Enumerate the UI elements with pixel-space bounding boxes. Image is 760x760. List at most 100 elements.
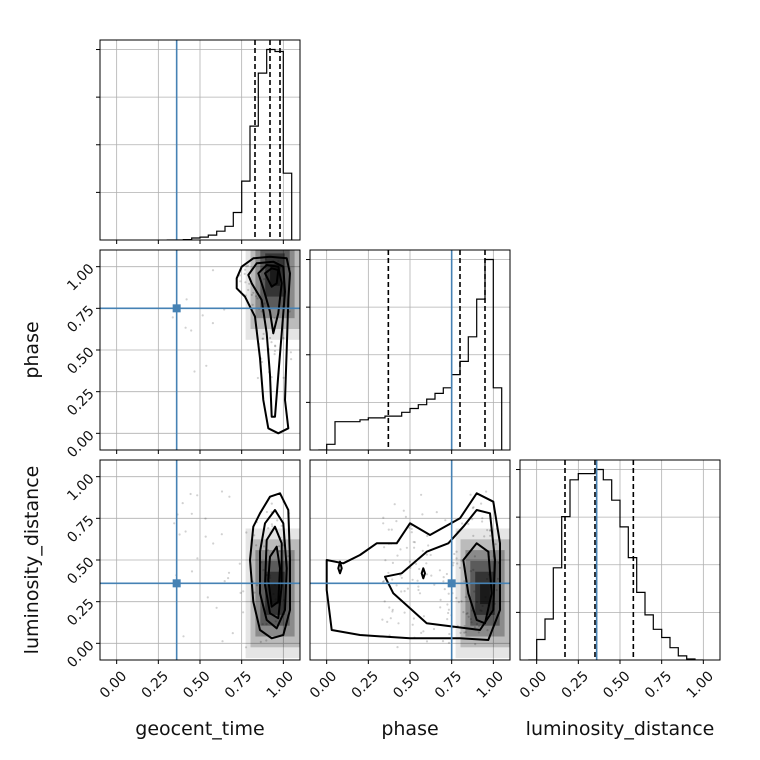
scatter-point — [443, 588, 446, 591]
x-tick-label: 0.00 — [307, 668, 340, 701]
scatter-point — [181, 502, 184, 505]
scatter-point — [289, 351, 292, 354]
scatter-point — [403, 590, 406, 593]
scatter-point — [457, 601, 460, 604]
scatter-point — [262, 569, 265, 572]
scatter-point — [417, 585, 420, 588]
scatter-point — [459, 631, 462, 635]
scatter-point — [489, 534, 492, 537]
scatter-point — [462, 611, 465, 614]
scatter-point — [408, 560, 411, 563]
scatter-point — [496, 577, 499, 581]
scatter-point — [435, 510, 438, 514]
scatter-point — [455, 557, 458, 560]
histogram-luminosity_distance — [528, 460, 704, 660]
x-tick-label: 0.00 — [97, 668, 130, 701]
contour-line — [462, 542, 493, 625]
scatter-point — [410, 527, 413, 531]
scatter-point — [395, 520, 398, 523]
scatter-point — [456, 562, 459, 565]
scatter-point — [420, 631, 423, 635]
scatter-point — [469, 618, 472, 621]
scatter-point — [248, 282, 251, 285]
scatter-point — [382, 516, 385, 519]
joint-phase-luminosity_distance — [310, 460, 510, 660]
scatter-point — [439, 606, 442, 609]
scatter-point — [422, 615, 425, 618]
scatter-point — [255, 544, 258, 547]
scatter-point — [446, 618, 449, 621]
scatter-point — [261, 337, 264, 340]
y-tick-label: 0.50 — [64, 344, 97, 377]
x-axis-title-phase: phase — [381, 718, 438, 740]
scatter-point — [444, 519, 447, 522]
contour-line — [420, 567, 426, 580]
scatter-point — [182, 635, 185, 638]
y-tick-label: 1.00 — [64, 261, 97, 294]
scatter-point — [265, 510, 268, 514]
scatter-point — [472, 506, 475, 509]
scatter-point — [395, 584, 398, 587]
scatter-point — [262, 337, 265, 340]
scatter-point — [399, 548, 402, 551]
scatter-point — [410, 531, 413, 534]
scatter-point — [265, 623, 268, 626]
scatter-point — [184, 326, 187, 329]
scatter-point — [452, 564, 455, 567]
scatter-point — [469, 493, 472, 496]
scatter-point — [270, 376, 273, 379]
scatter-point — [485, 490, 488, 493]
scatter-point — [228, 495, 231, 498]
contour-line — [325, 492, 501, 641]
scatter-point — [381, 580, 384, 584]
x-tick-label: 0.25 — [559, 668, 592, 701]
scatter-point — [277, 259, 280, 263]
scatter-point — [261, 623, 264, 626]
x-tick-label: 0.50 — [600, 668, 633, 701]
scatter-point — [452, 561, 455, 564]
scatter-point — [413, 541, 416, 544]
scatter-point — [422, 630, 425, 633]
density-cell — [480, 582, 490, 605]
scatter-point — [461, 522, 464, 525]
scatter-point — [396, 554, 399, 557]
scatter-point — [244, 646, 248, 649]
scatter-point — [263, 545, 266, 548]
scatter-point — [478, 625, 481, 628]
scatter-point — [388, 606, 391, 609]
truth-marker — [172, 304, 181, 313]
scatter-point — [263, 302, 266, 305]
scatter-point — [430, 574, 433, 577]
scatter-point — [256, 297, 259, 300]
scatter-point — [489, 529, 492, 532]
scatter-point — [466, 612, 469, 615]
scatter-point — [269, 336, 272, 340]
y-tick-label: 0.75 — [64, 303, 97, 336]
scatter-point — [242, 590, 245, 593]
scatter-point — [245, 531, 248, 534]
scatter-point — [270, 502, 273, 505]
scatter-point — [387, 571, 390, 574]
scatter-point — [405, 546, 408, 549]
scatter-point — [446, 603, 449, 606]
scatter-point — [260, 360, 264, 364]
scatter-point — [282, 544, 285, 547]
scatter-point — [472, 568, 475, 572]
y-tick-label: 1.00 — [64, 471, 97, 504]
x-tick-label: 1.00 — [684, 668, 717, 701]
scatter-point — [278, 545, 281, 548]
scatter-point — [400, 576, 403, 580]
scatter-point — [441, 640, 445, 643]
scatter-point — [393, 503, 396, 506]
scatter-point — [406, 587, 409, 590]
scatter-point — [404, 515, 407, 519]
scatter-point — [215, 606, 218, 609]
joint-geocent_time-phase — [100, 250, 300, 450]
x-tick-label: 1.00 — [264, 668, 297, 701]
x-axis-title-luminosity_distance: luminosity_distance — [526, 718, 715, 740]
histogram-step — [528, 468, 704, 660]
scatter-point — [427, 544, 430, 547]
scatter-point — [267, 527, 270, 530]
scatter-point — [425, 640, 429, 643]
